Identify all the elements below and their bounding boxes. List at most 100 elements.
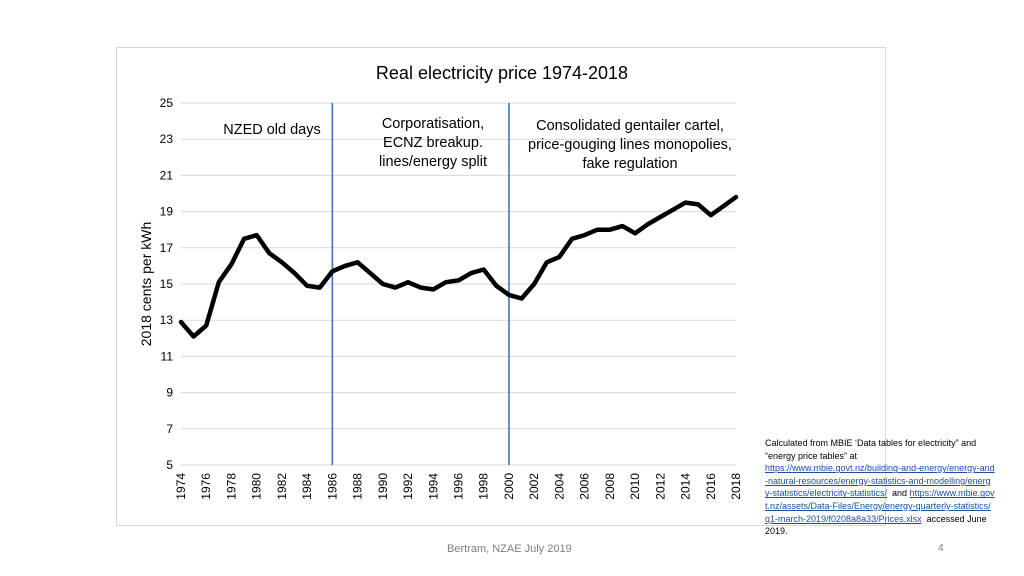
data-point-1990 bbox=[382, 283, 384, 285]
x-tick-label: 2006 bbox=[578, 473, 592, 500]
data-point-1976 bbox=[205, 325, 207, 327]
x-tick-label: 1986 bbox=[325, 473, 339, 500]
price-line bbox=[178, 194, 739, 339]
data-point-2004 bbox=[558, 256, 560, 258]
y-tick-label: 13 bbox=[160, 313, 174, 327]
y-tick-label: 15 bbox=[160, 277, 174, 291]
annotation-line: fake regulation bbox=[582, 156, 677, 172]
data-point-1982 bbox=[281, 261, 283, 263]
x-tick-label: 2008 bbox=[603, 473, 617, 500]
data-point-2010 bbox=[634, 232, 636, 234]
data-point-1984 bbox=[306, 285, 308, 287]
data-point-1980 bbox=[256, 234, 258, 236]
data-point-2008 bbox=[609, 229, 611, 231]
source-note-joiner: and bbox=[892, 488, 908, 499]
data-point-2002 bbox=[533, 283, 535, 285]
data-point-2003 bbox=[546, 261, 548, 263]
x-tick-label: 1984 bbox=[300, 473, 314, 500]
y-tick-label: 17 bbox=[160, 241, 174, 255]
data-point-1985 bbox=[319, 287, 321, 289]
x-tick-label: 1980 bbox=[250, 473, 264, 500]
data-point-1992 bbox=[407, 281, 409, 283]
data-point-2006 bbox=[584, 234, 586, 236]
annotation-line: price-gouging lines monopolies, bbox=[528, 137, 732, 153]
annotation-line: Consolidated gentailer cartel, bbox=[536, 118, 724, 134]
chart-frame: Real electricity price 1974-2018 2018 ce… bbox=[116, 47, 886, 526]
x-tick-label: 2004 bbox=[552, 473, 566, 500]
x-tick-label: 1978 bbox=[224, 473, 238, 500]
data-point-1999 bbox=[495, 285, 497, 287]
data-point-1987 bbox=[344, 265, 346, 267]
data-point-2014 bbox=[685, 202, 687, 204]
x-tick-label: 2016 bbox=[704, 473, 718, 500]
data-point-1998 bbox=[483, 269, 485, 271]
data-point-1975 bbox=[193, 335, 195, 337]
data-point-1981 bbox=[268, 252, 270, 254]
data-point-2017 bbox=[722, 205, 724, 207]
y-tick-label: 21 bbox=[160, 168, 174, 182]
data-point-1989 bbox=[369, 272, 371, 274]
y-tick-label: 11 bbox=[161, 349, 174, 363]
data-point-2000 bbox=[508, 294, 510, 296]
data-point-1991 bbox=[394, 287, 396, 289]
x-tick-label: 1976 bbox=[199, 473, 213, 500]
data-point-1974 bbox=[180, 321, 182, 323]
source-link-prices-xlsx[interactable]: https://www.mbie.govt.nz/assets/Data-Fil… bbox=[765, 488, 995, 524]
data-point-1995 bbox=[445, 281, 447, 283]
x-tick-label: 1994 bbox=[426, 473, 440, 500]
data-point-2013 bbox=[672, 209, 674, 211]
data-point-2016 bbox=[710, 214, 712, 216]
x-tick-label: 2014 bbox=[679, 473, 693, 500]
data-point-2018 bbox=[735, 196, 737, 198]
x-tick-label: 1998 bbox=[477, 473, 491, 500]
data-point-2007 bbox=[596, 229, 598, 231]
data-point-1978 bbox=[230, 263, 232, 265]
x-tick-label: 2000 bbox=[502, 473, 516, 500]
data-point-2001 bbox=[521, 297, 523, 299]
annotation-2: Corporatisation, ECNZ breakup. lines/energ… bbox=[379, 116, 487, 170]
data-point-2005 bbox=[571, 238, 573, 240]
x-tick-label: 2018 bbox=[729, 473, 743, 500]
annotation-1: NZED old days bbox=[223, 122, 321, 138]
data-point-2012 bbox=[659, 216, 661, 218]
y-tick-label: 25 bbox=[160, 96, 174, 110]
y-tick-label: 5 bbox=[166, 458, 173, 472]
x-tick-label: 2002 bbox=[527, 473, 541, 500]
data-point-2011 bbox=[647, 223, 649, 225]
data-point-1979 bbox=[243, 238, 245, 240]
data-point-1996 bbox=[458, 279, 459, 281]
x-tick-label: 2012 bbox=[653, 473, 667, 500]
data-point-1993 bbox=[420, 287, 422, 289]
slide-number: 4 bbox=[938, 543, 944, 554]
x-tick-label: 1992 bbox=[401, 473, 415, 500]
y-tick-label: 7 bbox=[166, 422, 173, 436]
x-tick-label: 2010 bbox=[628, 473, 642, 500]
data-point-1997 bbox=[470, 272, 472, 274]
data-point-2009 bbox=[621, 225, 623, 227]
data-point-2015 bbox=[697, 203, 699, 205]
x-tick-label: 1996 bbox=[452, 473, 466, 500]
x-tick-label: 1982 bbox=[275, 473, 289, 500]
data-point-1994 bbox=[432, 288, 434, 290]
y-tick-label: 19 bbox=[160, 205, 174, 219]
source-note: Calculated from MBIE ‘Data tables for el… bbox=[765, 437, 995, 538]
annotation-line: Corporatisation, bbox=[382, 116, 484, 132]
data-point-1986 bbox=[331, 270, 333, 272]
chart-title: Real electricity price 1974-2018 bbox=[376, 63, 628, 83]
data-point-1977 bbox=[218, 281, 220, 283]
line-chart: Real electricity price 1974-2018 2018 ce… bbox=[138, 63, 743, 500]
x-tick-label: 1988 bbox=[351, 473, 365, 500]
data-point-1983 bbox=[294, 272, 296, 274]
annotation-line: NZED old days bbox=[223, 122, 321, 138]
y-tick-label: 23 bbox=[160, 132, 174, 146]
annotation-line: lines/energy split bbox=[379, 154, 487, 170]
source-link-electricity-statistics[interactable]: https://www.mbie.govt.nz/building-and-en… bbox=[765, 463, 995, 499]
x-tick-label: 1990 bbox=[376, 473, 390, 500]
source-note-intro: Calculated from MBIE ‘Data tables for el… bbox=[765, 438, 977, 461]
y-tick-label: 9 bbox=[166, 386, 173, 400]
source-note-accessed: accessed June 2019. bbox=[765, 513, 987, 537]
annotation-3: Consolidated gentailer cartel, price-goug… bbox=[528, 118, 732, 172]
footer-credit: Bertram, NZAE July 2019 bbox=[447, 543, 572, 555]
annotation-line: ECNZ breakup. bbox=[383, 135, 483, 151]
data-point-1988 bbox=[357, 261, 359, 263]
